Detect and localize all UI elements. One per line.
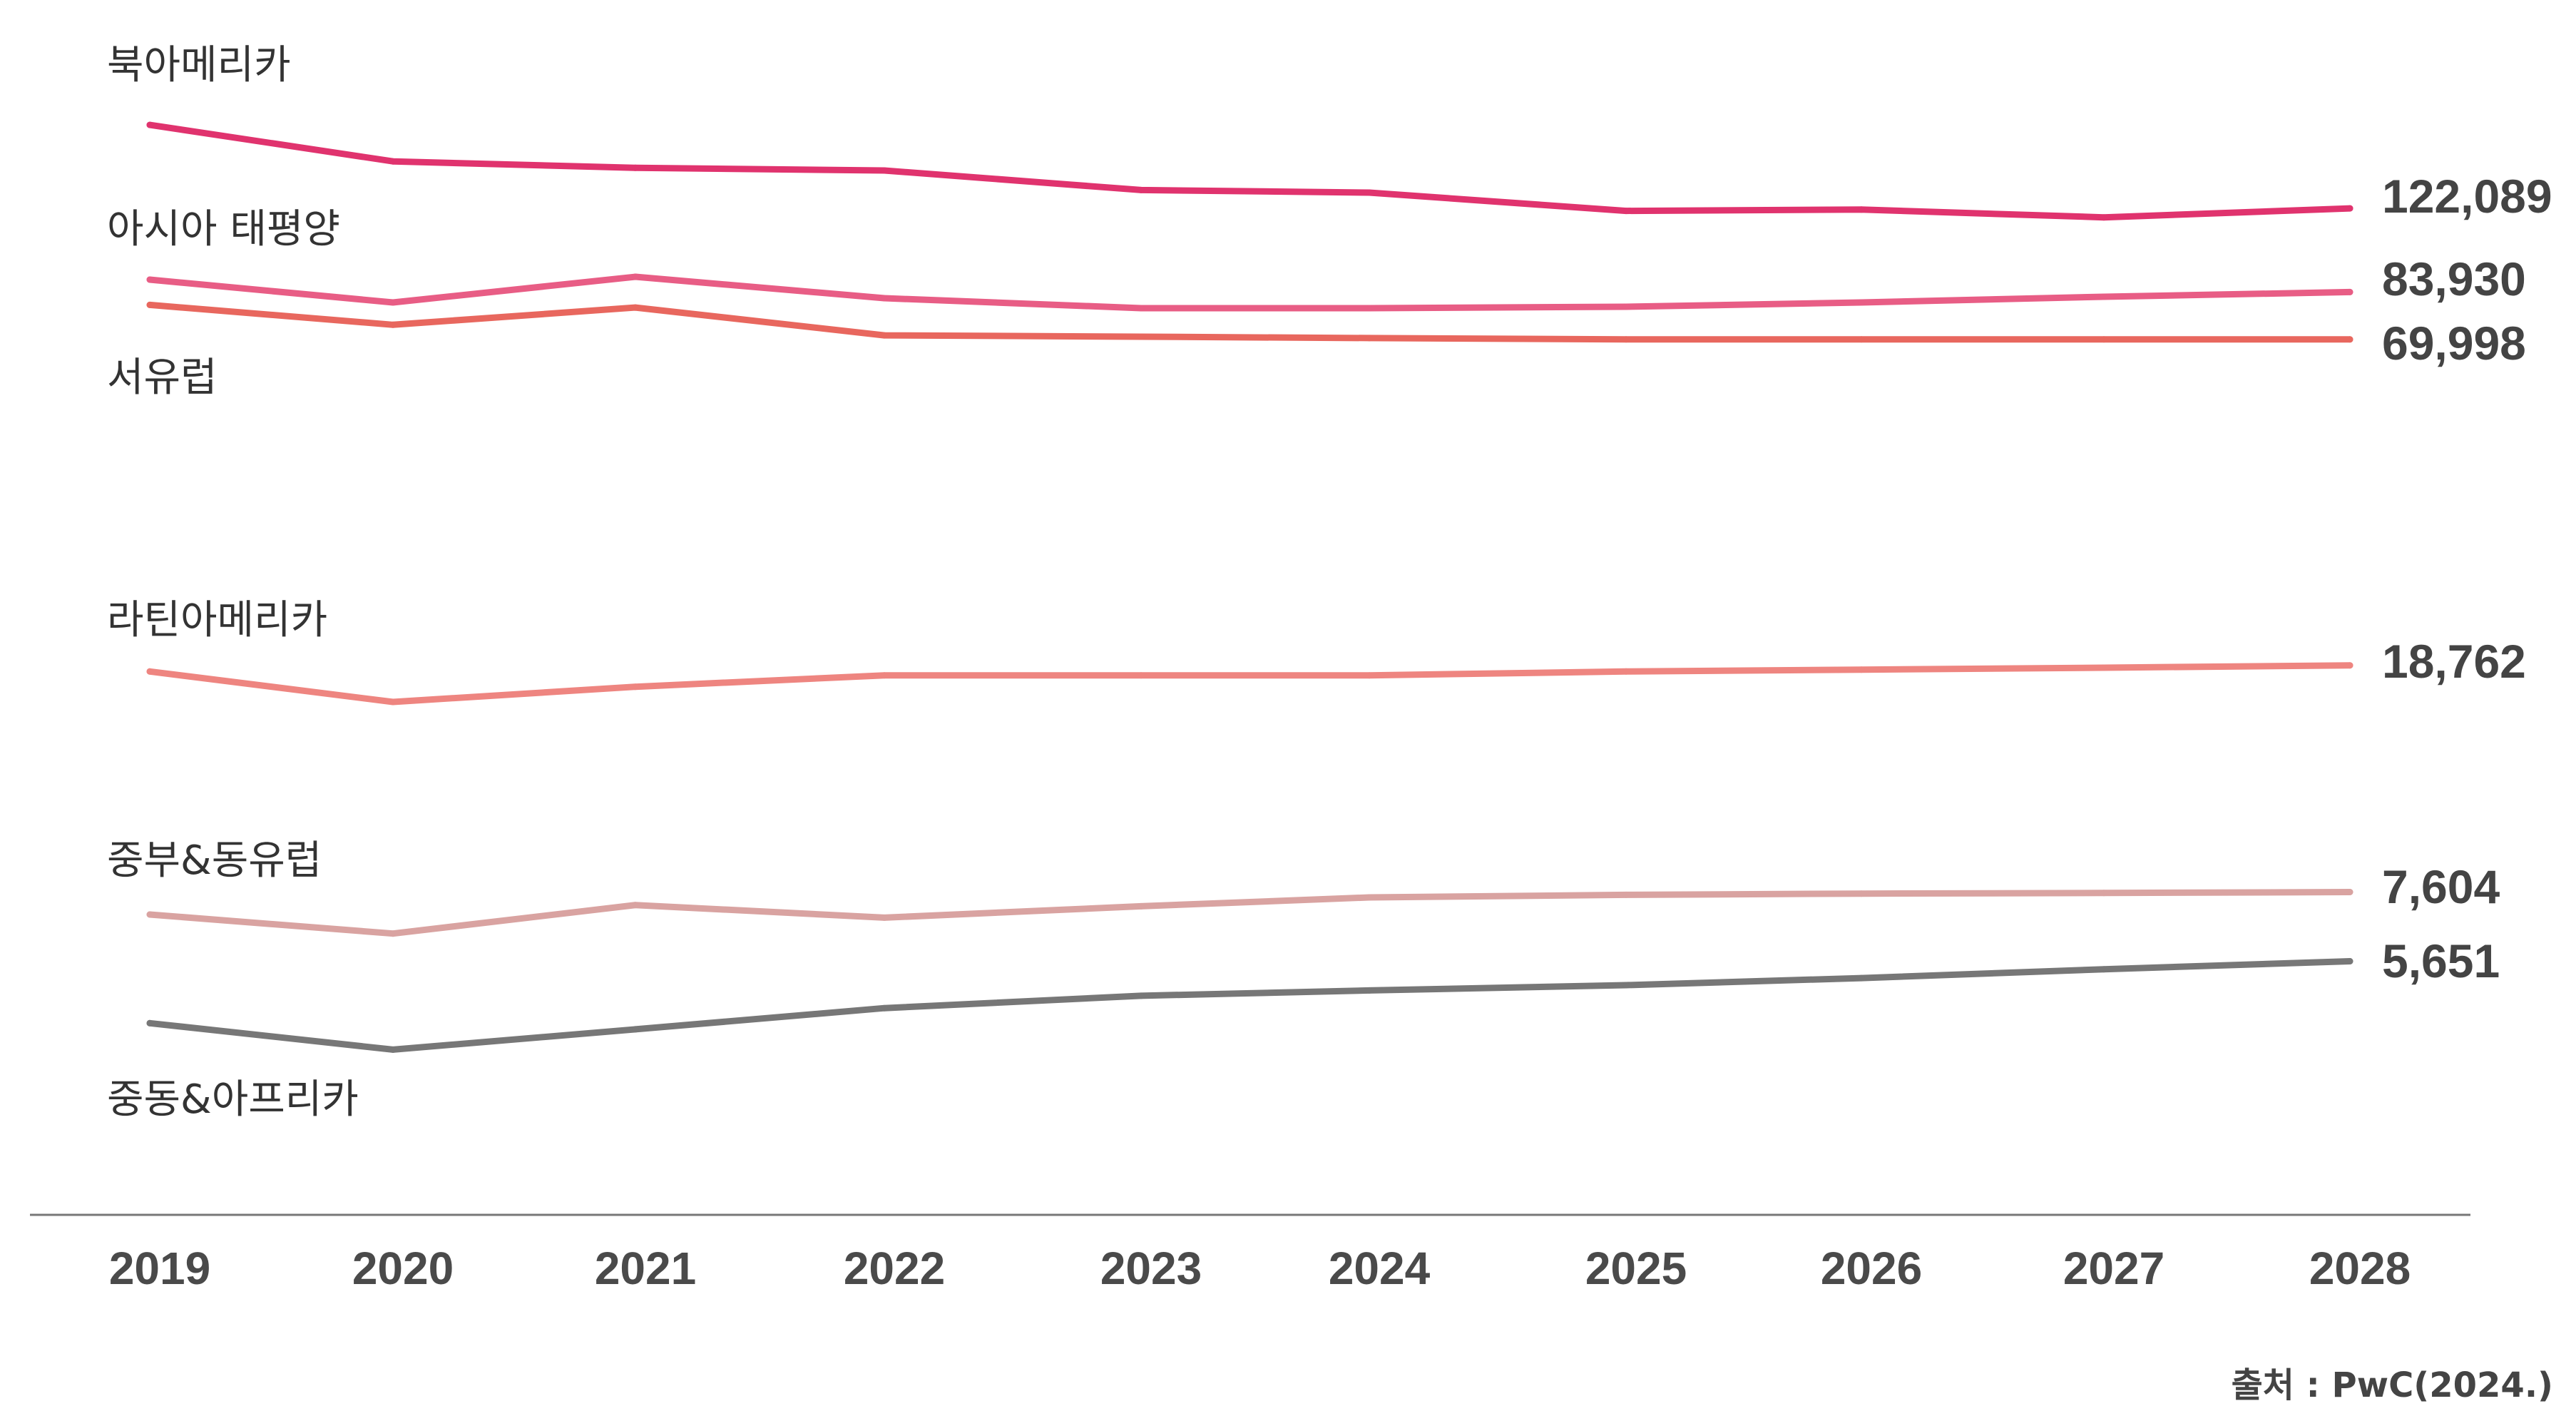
series-6: 중동&아프리카 5,651 [107,934,2500,1123]
series-line [146,121,2353,221]
series-name-label: 서유럽 [107,355,218,401]
series-name-label: 아시아 태평양 [107,206,340,253]
data-point [1138,902,1145,910]
x-tick-label: 2021 [595,1243,696,1294]
data-point [1858,666,1865,673]
data-point [881,167,888,174]
data-point [1366,305,1373,312]
series-line [146,301,2353,343]
data-point [1138,672,1145,679]
x-tick-label: 2026 [1821,1243,1922,1294]
data-point [1622,891,1630,898]
data-point [1138,992,1145,999]
series-layer: 북아메리카 122,089 아시아 태평양 83,930 서유럽 69,998 라틴아메리카… [107,42,2552,1123]
data-point [1622,336,1630,343]
data-point [632,683,639,691]
data-point [389,321,397,328]
data-point [1366,894,1373,901]
data-point [1858,974,1865,982]
data-point [2346,336,2353,343]
data-point [1622,982,1630,989]
data-point [389,299,397,306]
data-point [389,930,397,937]
data-point [2100,336,2107,343]
data-point [2346,205,2353,212]
x-tick-label: 2020 [352,1243,454,1294]
series-1: 북아메리카 122,089 [107,42,2552,223]
series-line [146,273,2353,312]
source-note: 출처 : PwC(2024.) [2232,1365,2553,1405]
data-point [389,158,397,165]
data-point [1138,333,1145,340]
data-point [146,911,153,918]
data-point [146,121,153,128]
data-point [881,1004,888,1012]
x-tick-labels: 2019 2020 2021 2022 2023 2024 2025 2026 2027 2028 [109,1243,2411,1294]
series-3: 서유럽 69,998 [107,301,2526,401]
x-tick-label: 2025 [1585,1243,1687,1294]
data-point [1622,668,1630,675]
x-tick-label: 2022 [844,1243,945,1294]
data-point [2100,966,2107,973]
data-point [1858,890,1865,897]
data-point [632,304,639,311]
series-name-label: 중부&동유럽 [107,837,322,884]
data-point [1858,299,1865,306]
data-point [632,273,639,280]
end-value-label: 83,930 [2382,253,2526,305]
data-point [2100,293,2107,300]
data-point [146,301,153,308]
data-point [1138,305,1145,312]
data-point [1858,336,1865,343]
data-point [1138,186,1145,193]
x-tick-label: 2024 [1329,1243,1431,1294]
x-tick-label: 2028 [2309,1243,2411,1294]
data-point [2100,890,2107,897]
data-point [1622,303,1630,310]
end-value-label: 5,651 [2382,934,2500,987]
series-5: 중부&동유럽 7,604 [107,837,2500,937]
data-point [881,914,888,921]
data-point [389,1046,397,1053]
x-tick-label: 2019 [109,1243,210,1294]
end-value-label: 69,998 [2382,317,2526,370]
series-2: 아시아 태평양 83,930 [107,206,2526,312]
end-value-label: 122,089 [2382,170,2552,223]
series-name-label: 북아메리카 [107,42,291,88]
data-point [881,672,888,679]
x-tick-label: 2027 [2063,1243,2164,1294]
series-name-label: 중동&아프리카 [107,1076,359,1123]
series-line [146,662,2353,706]
data-point [2346,288,2353,295]
x-tick-label: 2023 [1100,1243,1202,1294]
data-point [632,164,639,171]
data-point [1622,208,1630,215]
data-point [2346,889,2353,895]
data-point [1366,189,1373,196]
data-point [146,1019,153,1027]
series-line [146,958,2353,1053]
data-point [881,332,888,339]
end-value-label: 7,604 [2382,860,2500,913]
data-point [2346,662,2353,669]
data-point [1366,987,1373,994]
data-point [881,295,888,302]
series-name-label: 라틴아메리카 [107,597,327,643]
end-value-label: 18,762 [2382,635,2526,688]
data-point [1366,672,1373,679]
series-4: 라틴아메리카 18,762 [107,597,2526,706]
data-point [2100,214,2107,221]
data-point [146,276,153,283]
data-point [1858,206,1865,213]
data-point [632,1026,639,1033]
data-point [2100,664,2107,671]
data-point [1366,335,1373,342]
data-point [2346,958,2353,964]
series-line [146,889,2353,937]
data-point [632,902,639,909]
data-point [389,698,397,706]
data-point [146,668,153,675]
